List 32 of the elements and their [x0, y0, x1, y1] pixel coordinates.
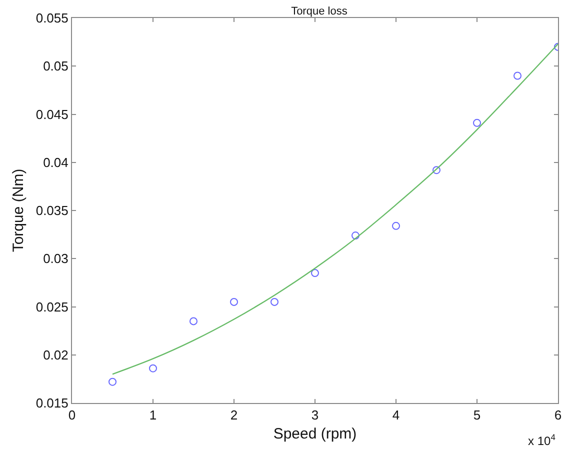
x-axis-title: Speed (rpm) — [273, 426, 357, 443]
point — [392, 222, 400, 230]
y-tick-label: 0.035 — [36, 203, 68, 218]
x-tick-label: 1 — [149, 408, 157, 423]
point — [432, 166, 440, 174]
y-tick-label: 0.04 — [43, 154, 68, 170]
y-tick-label: 0.03 — [43, 251, 68, 266]
point — [190, 317, 198, 326]
line-series — [112, 43, 558, 375]
x-tick-label: 0 — [68, 408, 76, 423]
x-tick-label: 2 — [230, 408, 238, 423]
point — [270, 298, 278, 306]
point — [473, 118, 481, 127]
point — [352, 232, 360, 240]
x-tick-label: 3 — [311, 408, 319, 423]
point — [230, 298, 238, 306]
point — [311, 269, 319, 278]
x-tick-label: 5 — [473, 408, 481, 423]
x-tick-label: 4 — [392, 408, 400, 423]
point — [108, 378, 116, 386]
point — [149, 364, 157, 372]
x-tick-label: 6 — [554, 408, 562, 423]
y-tick-label: 0.015 — [36, 396, 68, 411]
y-tick-label: 0.045 — [36, 106, 68, 122]
y-tick-label: 0.055 — [36, 10, 68, 26]
y-tick-label: 0.02 — [43, 347, 68, 362]
chart-title: Torque loss — [291, 6, 348, 18]
y-tick-label: 0.05 — [43, 58, 68, 74]
y-axis-title: Torque (Nm) — [10, 168, 28, 252]
text: x 10$^{4}$ — [528, 432, 556, 448]
point — [514, 72, 522, 80]
y-tick-label: 0.025 — [36, 299, 68, 314]
